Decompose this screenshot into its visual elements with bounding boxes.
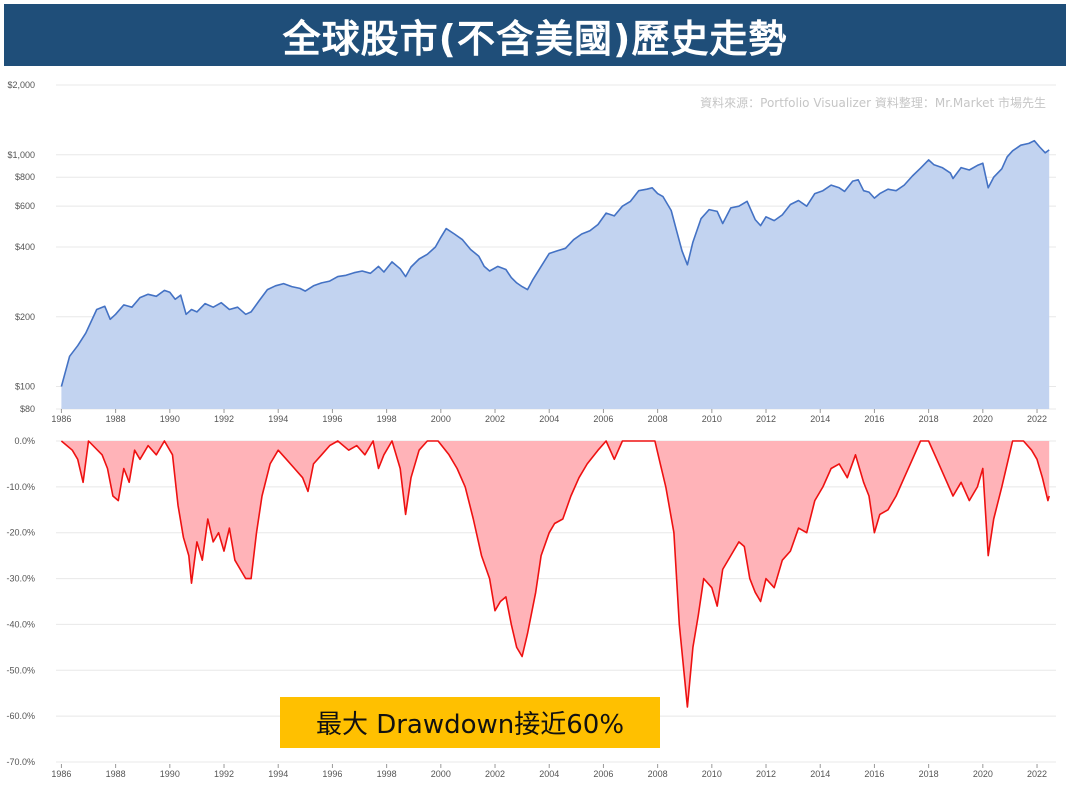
growth-x-tick-label: 2004 bbox=[539, 414, 559, 424]
growth-x-tick-label: 2002 bbox=[485, 414, 505, 424]
drawdown-x-tick-label: 2004 bbox=[539, 769, 559, 779]
drawdown-series-line bbox=[60, 440, 1050, 708]
growth-y-tick-label: $800 bbox=[15, 172, 35, 182]
drawdown-x-tick-label: 2002 bbox=[485, 769, 505, 779]
drawdown-y-tick-label: -20.0% bbox=[6, 528, 35, 538]
growth-x-tick-label: 1992 bbox=[214, 414, 234, 424]
drawdown-y-tick-label: -40.0% bbox=[6, 619, 35, 629]
growth-x-tick-label: 1986 bbox=[51, 414, 71, 424]
drawdown-y-tick-label: 0.0% bbox=[14, 436, 35, 446]
growth-axis: $2,000 $1,000 $800 $600 $400 $200 $100 $80 1986 1… bbox=[7, 80, 1047, 424]
drawdown-x-tick-label: 2020 bbox=[973, 769, 993, 779]
drawdown-x-tick-label: 2018 bbox=[919, 769, 939, 779]
growth-x-tick-label: 2010 bbox=[702, 414, 722, 424]
growth-x-tick-label: 2020 bbox=[973, 414, 993, 424]
drawdown-x-tick-label: 2012 bbox=[756, 769, 776, 779]
title-banner: 全球股市(不含美國)歷史走勢 bbox=[4, 4, 1066, 66]
growth-y-tick-label: $200 bbox=[15, 312, 35, 322]
drawdown-x-tick-label: 2000 bbox=[431, 769, 451, 779]
growth-y-tick-label: $100 bbox=[15, 382, 35, 392]
drawdown-x-tick-label: 1992 bbox=[214, 769, 234, 779]
growth-y-tick-label: $600 bbox=[15, 201, 35, 211]
drawdown-x-tick-label: 2016 bbox=[864, 769, 884, 779]
drawdown-x-tick-label: 1994 bbox=[268, 769, 288, 779]
growth-x-tick-label: 2016 bbox=[864, 414, 884, 424]
growth-x-tick-label: 2006 bbox=[593, 414, 613, 424]
drawdown-y-tick-label: -60.0% bbox=[6, 711, 35, 721]
drawdown-y-tick-label: -10.0% bbox=[6, 482, 35, 492]
growth-area-fill bbox=[61, 140, 1050, 409]
growth-x-tick-label: 1994 bbox=[268, 414, 288, 424]
growth-x-tick-label: 1988 bbox=[106, 414, 126, 424]
drawdown-x-tick-label: 2010 bbox=[702, 769, 722, 779]
drawdown-axis: 0.0% -10.0% -20.0% -30.0% -40.0% -50.0% -60.0%… bbox=[6, 436, 1047, 779]
growth-chart bbox=[60, 139, 1050, 409]
growth-y-tick-label: $1,000 bbox=[7, 150, 35, 160]
drawdown-y-tick-label: -70.0% bbox=[6, 757, 35, 767]
growth-x-tick-label: 2008 bbox=[648, 414, 668, 424]
drawdown-x-tick-label: 2022 bbox=[1027, 769, 1047, 779]
growth-x-tick-label: 2012 bbox=[756, 414, 776, 424]
drawdown-y-tick-label: -50.0% bbox=[6, 665, 35, 675]
drawdown-x-tick-label: 1998 bbox=[377, 769, 397, 779]
drawdown-x-tick-label: 1988 bbox=[106, 769, 126, 779]
drawdown-x-tick-label: 1990 bbox=[160, 769, 180, 779]
drawdown-x-tick-label: 2014 bbox=[810, 769, 830, 779]
growth-series-line bbox=[60, 139, 1050, 387]
drawdown-x-tick-label: 1996 bbox=[322, 769, 342, 779]
drawdown-x-tick-label: 2008 bbox=[648, 769, 668, 779]
growth-x-tick-label: 2014 bbox=[810, 414, 830, 424]
growth-x-tick-label: 2000 bbox=[431, 414, 451, 424]
source-note: 資料來源：Portfolio Visualizer 資料整理：Mr.Market… bbox=[700, 95, 1046, 110]
max-drawdown-callout: 最大 Drawdown接近60% bbox=[280, 697, 660, 748]
growth-x-tick-label: 1990 bbox=[160, 414, 180, 424]
callout-text: 最大 Drawdown接近60% bbox=[315, 710, 625, 740]
drawdown-y-tick-label: -30.0% bbox=[6, 574, 35, 584]
growth-x-tick-label: 1998 bbox=[377, 414, 397, 424]
growth-x-tick-label: 1996 bbox=[322, 414, 342, 424]
growth-y-tick-label: $2,000 bbox=[7, 80, 35, 90]
growth-y-tick-label: $400 bbox=[15, 242, 35, 252]
drawdown-x-tick-label: 2006 bbox=[593, 769, 613, 779]
growth-x-tick-label: 2022 bbox=[1027, 414, 1047, 424]
drawdown-chart bbox=[60, 440, 1050, 708]
growth-x-tick-label: 2018 bbox=[919, 414, 939, 424]
drawdown-area-fill bbox=[61, 441, 1050, 707]
page-title: 全球股市(不含美國)歷史走勢 bbox=[282, 16, 788, 61]
growth-y-tick-label: $80 bbox=[20, 404, 35, 414]
drawdown-x-tick-label: 1986 bbox=[51, 769, 71, 779]
